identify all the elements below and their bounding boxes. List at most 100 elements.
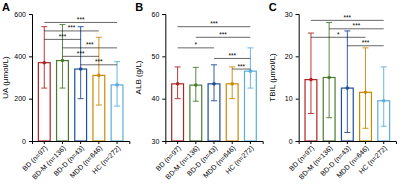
significance-label: *** <box>362 39 370 46</box>
significance-label: *** <box>344 14 352 21</box>
tick-mark <box>347 141 348 144</box>
y-axis-title: TBIL (μmol/L) <box>268 53 277 102</box>
error-bar-stem <box>329 22 330 117</box>
y-tick: 30 <box>285 11 299 18</box>
error-bar-stem <box>383 67 384 126</box>
error-bar-cap <box>344 30 350 31</box>
error-bar-cap <box>78 98 84 99</box>
tick-label: HC (n=272) <box>357 144 388 175</box>
axis-line <box>162 15 166 142</box>
mean-dot <box>346 86 350 90</box>
tick-mark <box>62 141 63 144</box>
x-axis: BD (n=97)BD-M (n=136)BD-D (n=43)MDD (n=6… <box>21 141 130 181</box>
error-bar <box>363 48 369 128</box>
error-bar-cap <box>326 22 332 23</box>
x-tick: MDD (n=646) <box>69 141 105 180</box>
mean-dot <box>382 99 386 103</box>
error-bar-cap <box>247 88 253 89</box>
axis-line <box>166 142 263 145</box>
error-bar <box>344 31 350 133</box>
error-bar <box>229 67 235 99</box>
error-bar <box>326 22 332 117</box>
error-bar-cap <box>96 105 102 106</box>
y-tick: 400 <box>14 53 32 60</box>
tick-label: HC (n=272) <box>91 144 122 175</box>
panel-label: C <box>269 1 277 13</box>
plot-area: 0200400600BD (n=97)BD-M (n=136)BD-D (n=4… <box>1 1 130 181</box>
significance: ****************** <box>44 16 117 65</box>
error-bar-stem <box>310 33 311 113</box>
error-bar <box>211 65 217 101</box>
panel: 0200400600BD (n=97)BD-M (n=136)BD-D (n=4… <box>1 1 130 181</box>
error-bar-stem <box>44 27 45 88</box>
significance-label: *** <box>95 58 103 65</box>
error-bar-cap <box>229 98 235 99</box>
tick-mark <box>296 14 299 15</box>
tick-label: 50 <box>152 53 160 60</box>
error-bar-cap <box>326 117 332 118</box>
tick-label: 400 <box>14 53 26 60</box>
tick-label: 60 <box>152 11 160 18</box>
y-tick: 20 <box>285 53 299 60</box>
error-bar-cap <box>308 113 314 114</box>
tick-mark <box>195 141 196 144</box>
error-bar-cap <box>363 47 369 48</box>
marks <box>172 48 257 141</box>
y-tick: 10 <box>285 95 299 102</box>
y-tick: 60 <box>152 11 166 18</box>
plot-area: 30405060BD (n=97)BD-M (n=136)BD-D (n=43)… <box>134 1 263 181</box>
tick-mark <box>162 14 165 15</box>
mean-dot <box>212 82 216 86</box>
error-bar-cap <box>344 132 350 133</box>
significance-label: *** <box>210 20 218 27</box>
y-axis: 0102030 <box>285 11 299 145</box>
tick-mark <box>296 141 299 142</box>
tick-mark <box>117 141 118 144</box>
x-axis: BD (n=97)BD-M (n=136)BD-D (n=43)MDD (n=6… <box>154 141 263 181</box>
x-tick: HC (n=272) <box>357 141 388 176</box>
tick-label: 200 <box>14 95 26 102</box>
error-bar-cap <box>381 126 387 127</box>
significance-label: *** <box>237 63 245 70</box>
error-bar-stem <box>80 27 81 99</box>
significance-label: * <box>337 31 340 38</box>
mean-dot <box>364 91 368 95</box>
error-bar <box>193 67 199 101</box>
error-bar-cap <box>381 66 387 67</box>
y-axis-title: UA (μmol/L) <box>1 56 10 99</box>
error-bar-cap <box>363 128 369 129</box>
tick-mark <box>232 141 233 144</box>
error-bar <box>308 33 314 113</box>
tick-label: 30 <box>285 11 293 18</box>
error-bar-cap <box>308 33 314 34</box>
tick-label: 0 <box>22 138 26 145</box>
error-bar-cap <box>78 26 84 27</box>
error-bar-cap <box>211 100 217 101</box>
mean-dot <box>97 74 101 78</box>
tick-mark <box>296 56 299 57</box>
error-bar-cap <box>59 24 65 25</box>
error-bar-cap <box>114 61 120 62</box>
error-bar <box>247 48 253 88</box>
error-bar-cap <box>114 106 120 107</box>
error-bar-cap <box>247 47 253 48</box>
tick-mark <box>162 99 165 100</box>
mean-dot <box>194 83 198 87</box>
error-bar-stem <box>365 48 366 128</box>
significance-label: *** <box>353 22 361 29</box>
significance-label: *** <box>59 33 67 40</box>
tick-mark <box>29 141 32 142</box>
mean-dot <box>79 67 83 71</box>
error-bar <box>96 37 102 105</box>
tick-mark <box>329 141 330 144</box>
panel: 0102030BD (n=97)BD-M (n=136)BD-D (n=43)M… <box>268 1 397 181</box>
error-bar-stem <box>250 48 251 88</box>
error-bar-cap <box>211 64 217 65</box>
significance-label: *** <box>228 52 236 59</box>
figure: 0200400600BD (n=97)BD-M (n=136)BD-D (n=4… <box>0 0 400 187</box>
significance: ********** <box>311 14 384 46</box>
panel: 30405060BD (n=97)BD-M (n=136)BD-D (n=43)… <box>134 1 263 181</box>
tick-mark <box>29 56 32 57</box>
significance-label: *** <box>219 31 227 38</box>
mean-dot <box>61 59 65 63</box>
